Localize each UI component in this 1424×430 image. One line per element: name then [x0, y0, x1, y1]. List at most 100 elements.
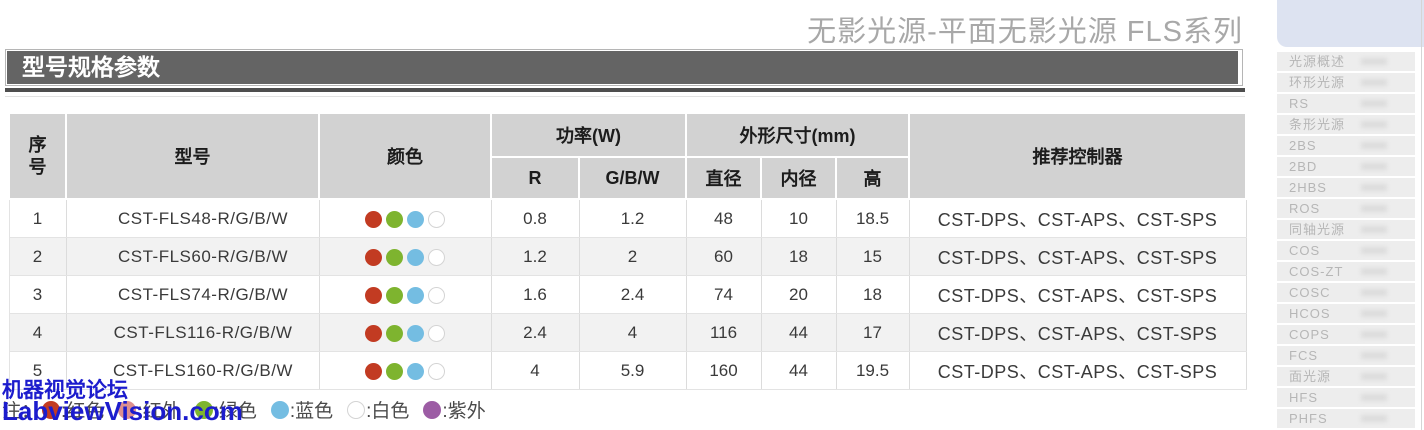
sidebar-item-cosc[interactable]: COSC — [1277, 283, 1415, 302]
watermark-forum: 机器视觉论坛 — [2, 379, 128, 402]
legend-label: :红外 — [137, 401, 181, 422]
col-header-height: 高 — [835, 156, 911, 200]
white-dot-icon — [428, 248, 445, 266]
cell-model: CST-FLS116-R/G/B/W — [66, 313, 320, 352]
cell-diameter: 74 — [686, 275, 762, 314]
page-ref-blur — [1361, 268, 1387, 275]
table-row: 1 CST-FLS48-R/G/B/W 0.8 1.2 48 10 18.5 C… — [8, 199, 1247, 238]
red-dot-icon — [365, 362, 382, 380]
sidebar-item-hcos[interactable]: HCOS — [1277, 304, 1415, 323]
sidebar-item-2bd[interactable]: 2BD — [1277, 157, 1415, 176]
cell-inner: 44 — [761, 313, 837, 352]
sidebar-item-ring[interactable]: 环形光源 — [1277, 73, 1415, 92]
cell-power-r: 4 — [491, 351, 580, 390]
col-header-color: 颜色 — [318, 112, 492, 200]
sidebar-item-surface[interactable]: 面光源 — [1277, 367, 1415, 386]
cell-power-gbw: 5.9 — [579, 351, 687, 390]
red-dot-icon — [365, 248, 382, 266]
cell-index: 5 — [8, 351, 67, 390]
red-dot-icon — [365, 210, 382, 228]
cell-index: 3 — [8, 275, 67, 314]
section-header-bar: 型号规格参数 — [5, 49, 1243, 86]
sidebar-item-cops[interactable]: COPS — [1277, 325, 1415, 344]
cell-height: 17 — [836, 313, 910, 352]
col-header-power-gbw: G/B/W — [577, 156, 688, 200]
cell-power-gbw: 2 — [579, 237, 687, 276]
cell-power-r: 1.6 — [491, 275, 580, 314]
sidebar-item-label: 光源概述 — [1289, 54, 1346, 69]
cell-power-r: 2.4 — [491, 313, 580, 352]
page-ref-blur — [1361, 289, 1387, 296]
cell-colors — [319, 351, 492, 390]
green-dot-icon — [386, 286, 403, 304]
sidebar-item-rs[interactable]: RS — [1277, 94, 1415, 113]
table-row: 3 CST-FLS74-R/G/B/W 1.6 2.4 74 20 18 CST… — [8, 275, 1247, 314]
sidebar-item-cos-zt[interactable]: COS-ZT — [1277, 262, 1415, 281]
col-header-power-r: R — [490, 156, 580, 200]
sidebar-item-phfs[interactable]: PHFS — [1277, 409, 1415, 428]
sidebar-item-label: HCOS — [1289, 306, 1331, 321]
sidebar-item-label: COS-ZT — [1289, 264, 1344, 279]
sidebar-item-coaxial[interactable]: 同轴光源 — [1277, 220, 1415, 239]
white-dot-icon — [428, 210, 445, 228]
page-ref-blur — [1361, 373, 1387, 380]
cell-model: CST-FLS48-R/G/B/W — [66, 199, 320, 238]
cell-controller: CST-DPS、CST-APS、CST-SPS — [909, 275, 1247, 314]
cell-index: 2 — [8, 237, 67, 276]
legend-label: :蓝色 — [289, 401, 334, 422]
sidebar-item-label: COPS — [1289, 327, 1330, 342]
section-bar-underline — [5, 88, 1245, 92]
col-header-controller: 推荐控制器 — [908, 112, 1248, 200]
legend-prefix: 注： — [2, 401, 41, 422]
sidebar-item-label: 2BS — [1289, 138, 1317, 153]
sidebar-item-label: 条形光源 — [1289, 117, 1346, 132]
blue-dot-icon — [407, 248, 424, 266]
sidebar-item-2bs[interactable]: 2BS — [1277, 136, 1415, 155]
sidebar-item-label: PHFS — [1289, 411, 1328, 426]
cell-inner: 20 — [761, 275, 837, 314]
cell-index: 1 — [8, 199, 67, 238]
sidebar-item-2hbs[interactable]: 2HBS — [1277, 178, 1415, 197]
cell-power-gbw: 2.4 — [579, 275, 687, 314]
white-dot-icon — [428, 362, 445, 380]
green-dot-icon — [194, 400, 213, 419]
cell-diameter: 60 — [686, 237, 762, 276]
cell-power-gbw: 1.2 — [579, 199, 687, 238]
col-header-inner: 内径 — [760, 156, 838, 200]
sidebar-item-label: 面光源 — [1289, 369, 1332, 384]
table-row: 4 CST-FLS116-R/G/B/W 2.4 4 116 44 17 CST… — [8, 313, 1247, 352]
cell-diameter: 48 — [686, 199, 762, 238]
page-ref-blur — [1361, 142, 1387, 149]
cell-power-gbw: 4 — [579, 313, 687, 352]
blue-dot-icon — [407, 324, 424, 342]
sidebar-item-label: COSC — [1289, 285, 1331, 300]
sidebar-item-ros[interactable]: ROS — [1277, 199, 1415, 218]
sidebar-nav: 光源概述 环形光源 RS 条形光源 2BS 2BD 2HBS ROS 同轴光源 … — [1277, 0, 1424, 430]
legend-label: :红色 — [61, 401, 105, 422]
col-header-index: 序号 — [8, 112, 67, 200]
table-row: 2 CST-FLS60-R/G/B/W 1.2 2 60 18 15 CST-D… — [8, 237, 1247, 276]
sidebar-item-label: COS — [1289, 243, 1321, 258]
watermark-site: LabviewVision.com — [2, 396, 243, 426]
sidebar-item-bar[interactable]: 条形光源 — [1277, 115, 1415, 134]
green-dot-icon — [386, 362, 403, 380]
col-header-diameter: 直径 — [685, 156, 763, 200]
cell-inner: 10 — [761, 199, 837, 238]
cell-controller: CST-DPS、CST-APS、CST-SPS — [909, 199, 1247, 238]
sidebar-item-overview[interactable]: 光源概述 — [1277, 52, 1415, 71]
white-dot-icon — [347, 400, 366, 419]
white-dot-icon — [428, 324, 445, 342]
sidebar-item-hfs[interactable]: HFS — [1277, 388, 1415, 407]
blue-dot-icon — [407, 362, 424, 380]
table-row: 5 CST-FLS160-R/G/B/W 4 5.9 160 44 19.5 C… — [8, 351, 1247, 390]
sidebar-item-label: 同轴光源 — [1289, 222, 1346, 237]
cell-height: 18.5 — [836, 199, 910, 238]
sidebar-item-label: 2BD — [1289, 159, 1318, 174]
sidebar-item-fcs[interactable]: FCS — [1277, 346, 1415, 365]
page-title: 无影光源-平面无影光源 FLS系列 — [807, 16, 1243, 48]
sidebar-item-cos[interactable]: COS — [1277, 241, 1415, 260]
page-ref-blur — [1361, 184, 1387, 191]
green-dot-icon — [386, 248, 403, 266]
cell-model: CST-FLS160-R/G/B/W — [66, 351, 320, 390]
col-header-power-group: 功率(W) — [489, 112, 688, 158]
